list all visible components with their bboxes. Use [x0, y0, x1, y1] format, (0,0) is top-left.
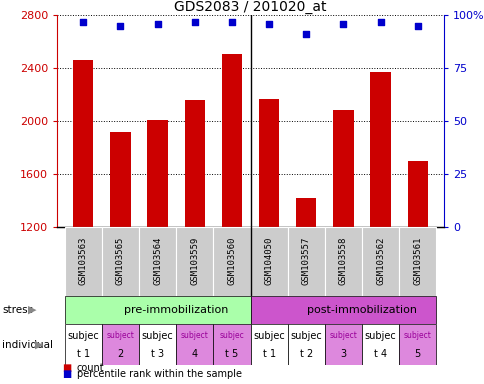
Point	[339, 21, 347, 27]
Text: pre-immobilization: pre-immobilization	[124, 305, 228, 315]
Bar	[64, 227, 102, 296]
Text: stress: stress	[2, 305, 33, 315]
Text: ▶: ▶	[35, 339, 44, 350]
Point	[302, 31, 309, 37]
Title: GDS2083 / 201020_at: GDS2083 / 201020_at	[174, 0, 326, 14]
Text: GSM103562: GSM103562	[375, 237, 384, 285]
Bar	[398, 324, 436, 365]
Bar	[333, 111, 353, 227]
Bar	[250, 227, 287, 296]
Bar	[139, 227, 176, 296]
Text: subjec: subjec	[67, 331, 99, 341]
Bar	[324, 324, 361, 365]
Text: t 1: t 1	[76, 349, 90, 359]
Text: t 4: t 4	[373, 349, 386, 359]
Text: GSM103564: GSM103564	[153, 237, 162, 285]
Bar	[361, 324, 398, 365]
Text: subject: subject	[329, 331, 357, 340]
Point	[376, 18, 384, 25]
Bar	[176, 324, 213, 365]
Bar	[102, 227, 139, 296]
Text: individual: individual	[2, 339, 53, 350]
Point	[116, 23, 124, 29]
Bar	[64, 296, 250, 324]
Text: ■: ■	[62, 369, 71, 379]
Text: subjec: subjec	[141, 331, 173, 341]
Point	[153, 21, 161, 27]
Text: 3: 3	[340, 349, 346, 359]
Bar	[287, 227, 324, 296]
Bar	[147, 120, 167, 227]
Text: GSM103561: GSM103561	[412, 237, 422, 285]
Text: percentile rank within the sample: percentile rank within the sample	[76, 369, 241, 379]
Text: GSM104050: GSM104050	[264, 237, 273, 285]
Point	[227, 18, 235, 25]
Text: ▶: ▶	[28, 305, 37, 315]
Bar	[64, 324, 102, 365]
Bar	[398, 227, 436, 296]
Text: 5: 5	[414, 349, 420, 359]
Text: t 5: t 5	[225, 349, 238, 359]
Bar	[213, 324, 250, 365]
Point	[413, 23, 421, 29]
Text: subjec: subjec	[364, 331, 395, 341]
Bar	[287, 324, 324, 365]
Text: t 1: t 1	[262, 349, 275, 359]
Bar	[361, 227, 398, 296]
Bar	[407, 161, 427, 227]
Text: GSM103565: GSM103565	[116, 237, 125, 285]
Bar	[73, 60, 93, 227]
Text: count: count	[76, 363, 104, 373]
Bar	[250, 324, 287, 365]
Text: t 2: t 2	[299, 349, 312, 359]
Text: GSM103559: GSM103559	[190, 237, 199, 285]
Bar	[176, 227, 213, 296]
Text: post-immobilization: post-immobilization	[306, 305, 416, 315]
Text: subjec: subjec	[290, 331, 321, 341]
Text: 2: 2	[117, 349, 123, 359]
Text: GSM103560: GSM103560	[227, 237, 236, 285]
Bar	[110, 131, 130, 227]
Bar	[258, 99, 279, 227]
Bar	[370, 72, 390, 227]
Bar	[250, 296, 436, 324]
Point	[265, 21, 272, 27]
Bar	[295, 197, 316, 227]
Point	[79, 18, 87, 25]
Point	[191, 18, 198, 25]
Text: subject: subject	[181, 331, 208, 340]
Bar	[324, 227, 361, 296]
Bar	[213, 227, 250, 296]
Bar	[221, 54, 242, 227]
Text: subjec: subjec	[253, 331, 285, 341]
Bar	[139, 324, 176, 365]
Text: 4: 4	[191, 349, 197, 359]
Text: ■: ■	[62, 363, 71, 373]
Bar	[184, 100, 205, 227]
Text: subject: subject	[403, 331, 431, 340]
Text: GSM103557: GSM103557	[301, 237, 310, 285]
Text: subjec: subjec	[219, 331, 244, 340]
Text: GSM103563: GSM103563	[78, 237, 88, 285]
Text: GSM103558: GSM103558	[338, 237, 347, 285]
Text: subject: subject	[106, 331, 134, 340]
Bar	[102, 324, 139, 365]
Text: t 3: t 3	[151, 349, 164, 359]
